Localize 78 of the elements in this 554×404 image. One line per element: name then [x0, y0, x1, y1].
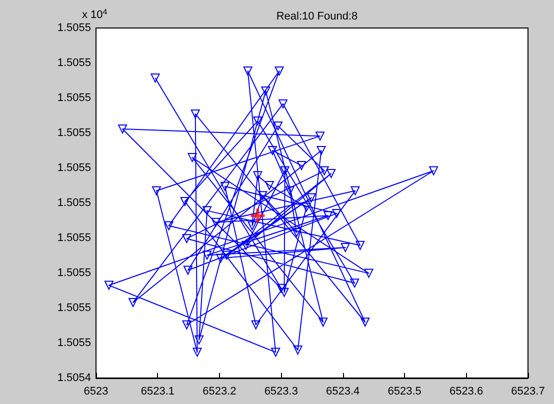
point [243, 66, 252, 76]
text: 1.5055 [57, 22, 91, 34]
text: 1.5055 [57, 162, 91, 174]
point [332, 208, 342, 218]
text: 1.5055 [57, 337, 91, 349]
point [356, 240, 365, 250]
point [164, 221, 174, 230]
point [190, 109, 200, 118]
point [253, 171, 262, 180]
point [152, 186, 161, 196]
point [316, 146, 326, 155]
point [251, 320, 260, 330]
point [183, 266, 192, 275]
point [188, 153, 197, 162]
text: 1.5055 [57, 302, 91, 314]
point [264, 181, 274, 190]
point [128, 298, 138, 307]
x-tick-label: 6523.2 [202, 386, 236, 398]
point [182, 320, 192, 330]
x-tick-label: 6523.6 [449, 386, 484, 398]
point [248, 221, 257, 230]
point [324, 211, 333, 220]
point [261, 86, 270, 96]
point [318, 318, 328, 327]
x-tick-label: 6523.5 [388, 386, 422, 398]
point [274, 121, 283, 130]
x-tick-label: 6523.7 [511, 386, 545, 398]
text: 1.5054 [57, 372, 91, 384]
point [292, 228, 302, 237]
text: 1.5055 [57, 232, 91, 244]
point [280, 166, 290, 176]
point [278, 99, 288, 108]
point [285, 186, 294, 196]
x-tick-label: 6523.3 [264, 386, 298, 398]
point [104, 280, 114, 290]
x-tick-label: 6523.4 [326, 386, 360, 398]
point [211, 218, 220, 227]
point [216, 254, 226, 263]
point [302, 202, 311, 212]
point [202, 206, 212, 216]
point [293, 346, 302, 355]
text: 1.5055 [57, 57, 91, 69]
point [297, 161, 306, 170]
point [276, 284, 286, 293]
point [340, 243, 350, 252]
point [192, 348, 202, 357]
point [268, 146, 278, 155]
text: 1.5055 [57, 267, 91, 279]
point [280, 288, 289, 297]
point [253, 116, 262, 126]
point [182, 234, 192, 244]
point [320, 166, 329, 176]
x-tick-label: 6523.1 [140, 386, 175, 398]
point [271, 348, 280, 357]
point [326, 169, 336, 178]
text: 1.5055 [57, 92, 91, 104]
text: 1.5055 [57, 197, 91, 209]
point [180, 196, 190, 206]
x-tick-label: 6523 [84, 386, 108, 398]
text: 1.5055 [57, 127, 91, 139]
point [222, 250, 232, 260]
point [258, 191, 268, 200]
point [429, 166, 438, 176]
point [202, 250, 212, 260]
point [316, 132, 325, 141]
point [194, 335, 204, 344]
point [360, 318, 370, 327]
point [250, 208, 265, 223]
point [350, 278, 360, 288]
point [364, 268, 374, 278]
point [220, 182, 230, 191]
point [350, 186, 360, 196]
point [274, 66, 284, 76]
point [241, 240, 250, 250]
chart-title: Real:10 Found:8 [276, 10, 358, 22]
point [150, 74, 160, 83]
point [306, 193, 316, 202]
point [118, 124, 128, 134]
